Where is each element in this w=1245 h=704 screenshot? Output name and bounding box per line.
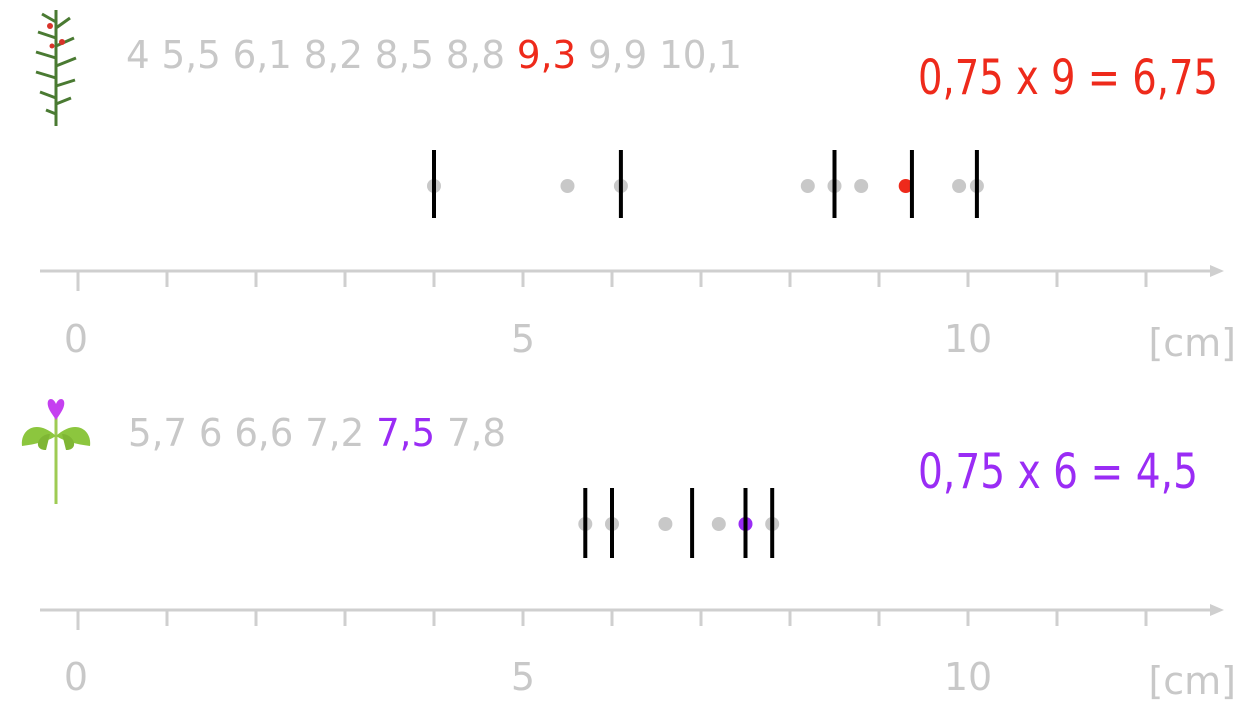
data-point-highlight <box>898 179 913 193</box>
value-list-flower: 5,7 6 6,6 7,2 7,5 7,8 <box>128 411 506 455</box>
value-item: 6 <box>199 411 223 455</box>
axis-tick-label: 0 <box>64 317 88 361</box>
value-item-highlight: 9,3 <box>517 33 576 77</box>
data-point <box>854 179 869 193</box>
data-point <box>658 517 673 531</box>
rosemary-plant-icon <box>35 10 77 126</box>
axis-tick-label: 5 <box>511 655 535 699</box>
value-item-highlight: 7,5 <box>376 411 435 455</box>
axis-arrowhead <box>1210 604 1224 616</box>
value-item: 8,2 <box>304 33 363 77</box>
axis-tick-label: 0 <box>64 655 88 699</box>
axis-rosemary: 0 5 10 [cm] <box>40 265 1236 365</box>
formula-flower: 0,75 x 6 = 4,5 <box>918 444 1198 500</box>
value-item: 9,9 <box>588 33 647 77</box>
data-point <box>560 179 575 193</box>
axis-tick-label: 10 <box>944 655 992 699</box>
data-point <box>952 179 967 193</box>
value-item: 7,8 <box>447 411 506 455</box>
panel-rosemary: 4 5,5 6,1 8,2 8,5 8,8 9,3 9,9 10,1 0,75 … <box>35 10 1236 365</box>
value-item: 5,5 <box>162 33 221 77</box>
axis-tick-label: 5 <box>511 317 535 361</box>
value-item: 10,1 <box>659 33 742 77</box>
axis-arrowhead <box>1210 265 1224 277</box>
value-item: 7,2 <box>305 411 364 455</box>
value-item: 6,1 <box>233 33 292 77</box>
value-item: 6,6 <box>234 411 293 455</box>
data-point <box>711 517 726 531</box>
axis-unit-label: [cm] <box>1148 659 1236 703</box>
value-item: 8,8 <box>446 33 505 77</box>
data-point <box>800 179 815 193</box>
formula-rosemary: 0,75 x 9 = 6,75 <box>918 50 1218 106</box>
axis-flower: 0 5 10 [cm] <box>40 604 1236 703</box>
dot-plot-rosemary <box>427 150 984 218</box>
value-list-rosemary: 4 5,5 6,1 8,2 8,5 8,8 9,3 9,9 10,1 <box>126 33 742 77</box>
purple-flower-seedling-icon <box>21 399 91 504</box>
value-item: 8,5 <box>375 33 434 77</box>
dot-plot-flower <box>578 488 780 558</box>
value-item: 4 <box>126 33 150 77</box>
axis-unit-label: [cm] <box>1148 321 1236 365</box>
axis-tick-label: 10 <box>944 317 992 361</box>
panel-flower: 5,7 6 6,6 7,2 7,5 7,8 0,75 x 6 = 4,5 0 5 1… <box>21 399 1236 703</box>
value-item: 5,7 <box>128 411 187 455</box>
